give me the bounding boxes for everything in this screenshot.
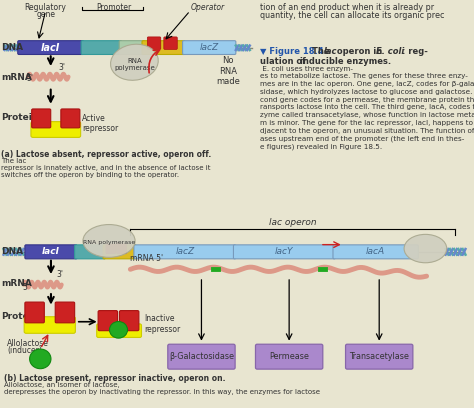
Text: operon in: operon in [334,47,385,56]
Circle shape [109,322,128,338]
FancyBboxPatch shape [233,245,336,259]
FancyBboxPatch shape [182,41,236,55]
Text: E. coli uses three enzym-
es to metabolize lactose. The genes for these three en: E. coli uses three enzym- es to metaboli… [260,66,474,150]
FancyBboxPatch shape [55,302,75,323]
FancyBboxPatch shape [168,344,235,369]
FancyBboxPatch shape [119,310,139,331]
Text: lacA: lacA [366,247,385,256]
Text: tion of an end product when it is already pr: tion of an end product when it is alread… [260,3,434,12]
Text: ulation of: ulation of [260,57,306,66]
Text: inducible enzymes.: inducible enzymes. [297,57,391,66]
Text: DNA: DNA [1,43,23,52]
Text: 3': 3' [57,271,64,279]
FancyBboxPatch shape [106,244,116,254]
FancyBboxPatch shape [346,344,413,369]
Text: DNA: DNA [1,247,23,256]
Text: Promoter: Promoter [97,3,132,12]
Text: lacZ: lacZ [200,43,219,52]
Ellipse shape [83,224,135,257]
FancyBboxPatch shape [31,122,81,137]
Text: lacI: lacI [42,247,60,256]
Text: lacZ: lacZ [175,247,194,256]
Text: Operator: Operator [191,3,225,12]
FancyBboxPatch shape [97,324,142,337]
Text: Protein: Protein [1,113,39,122]
Text: Regulatory: Regulatory [25,3,66,12]
Text: No
RNA
made: No RNA made [216,56,240,86]
Text: mRNA: mRNA [1,279,32,288]
Text: The: The [312,47,332,56]
Text: Active
repressor: Active repressor [82,114,118,133]
Text: Allolactose, an isomer of lactose,
derepresses the operon by inactivating the re: Allolactose, an isomer of lactose, derep… [4,382,319,395]
Text: The lac
repressor is innately active, and in the absence of lactose it
switches : The lac repressor is innately active, an… [1,158,211,178]
Text: Allolactose: Allolactose [7,339,49,348]
FancyBboxPatch shape [24,317,75,333]
Text: lac operon: lac operon [269,218,317,227]
FancyBboxPatch shape [333,245,418,259]
Text: Transacetylase: Transacetylase [349,352,409,361]
Text: lacI: lacI [41,42,60,53]
Text: (a) Lactose absent, repressor active, operon off.: (a) Lactose absent, repressor active, op… [1,150,211,159]
Text: quantity, the cell can allocate its organic prec: quantity, the cell can allocate its orga… [260,11,445,20]
Text: (inducer): (inducer) [7,346,42,355]
FancyBboxPatch shape [119,41,145,55]
FancyBboxPatch shape [134,245,236,259]
FancyBboxPatch shape [147,37,161,49]
Text: β-Galactosidase: β-Galactosidase [169,352,234,361]
Text: gene: gene [36,10,55,19]
Ellipse shape [404,234,447,263]
Text: RNA polymerase: RNA polymerase [83,239,135,244]
Text: lac: lac [324,47,337,56]
FancyBboxPatch shape [32,109,51,128]
Ellipse shape [110,44,158,80]
Circle shape [30,349,51,369]
FancyBboxPatch shape [117,244,126,254]
Text: 3': 3' [58,63,65,72]
Text: Permease: Permease [269,352,309,361]
Text: 5': 5' [23,283,29,292]
Text: mRNA: mRNA [1,73,32,82]
FancyBboxPatch shape [164,37,177,49]
Text: : reg-: : reg- [402,47,428,56]
Text: Protein: Protein [1,312,38,321]
FancyBboxPatch shape [98,310,118,331]
FancyBboxPatch shape [142,41,185,55]
FancyBboxPatch shape [81,41,122,55]
Text: 5': 5' [27,74,34,83]
FancyBboxPatch shape [75,245,106,259]
FancyBboxPatch shape [103,245,137,259]
FancyBboxPatch shape [18,41,84,55]
FancyBboxPatch shape [61,109,80,128]
FancyBboxPatch shape [25,245,77,259]
Text: RNA
polymerase: RNA polymerase [114,58,155,71]
Text: Inactive
repressor: Inactive repressor [145,314,181,334]
Text: mRNA 5': mRNA 5' [130,255,164,264]
FancyBboxPatch shape [25,302,45,323]
FancyBboxPatch shape [255,344,323,369]
Text: E. coli: E. coli [376,47,404,56]
Text: ▼ Figure 18.4: ▼ Figure 18.4 [260,47,327,56]
Text: lacY: lacY [275,247,294,256]
Text: (b) Lactose present, repressor inactive, operon on.: (b) Lactose present, repressor inactive,… [4,374,225,383]
